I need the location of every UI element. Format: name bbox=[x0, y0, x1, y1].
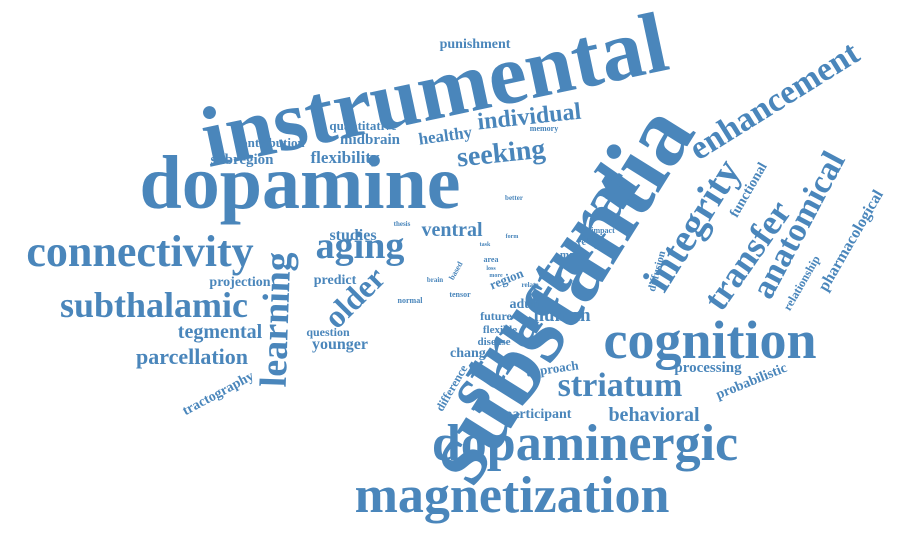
word-processing: processing bbox=[674, 360, 742, 376]
word-punishment: punishment bbox=[440, 37, 511, 52]
word-aging: aging bbox=[316, 225, 405, 267]
word-task: task bbox=[480, 242, 491, 248]
word-flexible: flexible bbox=[483, 324, 517, 336]
word-brain: brain bbox=[427, 276, 443, 284]
word-magnetization: magnetization bbox=[355, 467, 670, 524]
word-connectivity: connectivity bbox=[26, 227, 253, 276]
word-enhancement: enhancement bbox=[683, 34, 867, 168]
word-dopaminergic: dopaminergic bbox=[432, 415, 738, 472]
word-form: form bbox=[506, 234, 519, 240]
word-disease: disease bbox=[478, 336, 511, 348]
word-contribution: contribution bbox=[235, 135, 305, 150]
word-older: older bbox=[316, 259, 392, 335]
word-dopamine: dopamine bbox=[140, 141, 461, 225]
word-tractography: tractography bbox=[180, 369, 256, 419]
word-parcellation: parcellation bbox=[136, 344, 248, 369]
word-younger: younger bbox=[312, 336, 368, 353]
word-studies: studies bbox=[329, 227, 376, 244]
word-thesis: thesis bbox=[394, 220, 411, 228]
word-change: change bbox=[450, 346, 492, 361]
word-subregion: subregion bbox=[210, 152, 274, 168]
word-impact: impact bbox=[591, 226, 615, 235]
word-striatum: striatum bbox=[558, 367, 683, 404]
word-quantitative: quantitative bbox=[329, 118, 396, 133]
word-learning: learning bbox=[253, 251, 300, 388]
word-tensor: tensor bbox=[449, 290, 471, 299]
word-more: more bbox=[489, 273, 503, 279]
word-predict: predict bbox=[314, 273, 357, 288]
word-adult: adult bbox=[509, 297, 540, 312]
word-tegmental: tegmental bbox=[178, 321, 263, 343]
word-projection: projection bbox=[209, 275, 270, 290]
word-question: question bbox=[306, 325, 350, 339]
word-ventral: ventral bbox=[421, 219, 483, 241]
word-participant: participant bbox=[505, 407, 572, 422]
word-loss: loss bbox=[486, 266, 496, 272]
word-human: human bbox=[533, 305, 590, 326]
word-midbrain: midbrain bbox=[340, 132, 401, 148]
word-approach: approach bbox=[525, 357, 580, 379]
word-relate: relate bbox=[522, 281, 539, 289]
word-better: better bbox=[505, 194, 523, 202]
word-behavioral: behavioral bbox=[608, 404, 700, 426]
word-normal: normal bbox=[398, 296, 424, 305]
word-many: many bbox=[560, 249, 587, 261]
word-based: based bbox=[447, 260, 465, 282]
word-subthalamic: subthalamic bbox=[60, 285, 248, 325]
word-future: future bbox=[480, 309, 512, 323]
word-cognition: cognition bbox=[603, 310, 816, 370]
word-memory: memory bbox=[530, 124, 558, 133]
word-area: area bbox=[484, 255, 499, 264]
word-flexibility: flexibility bbox=[311, 148, 380, 167]
